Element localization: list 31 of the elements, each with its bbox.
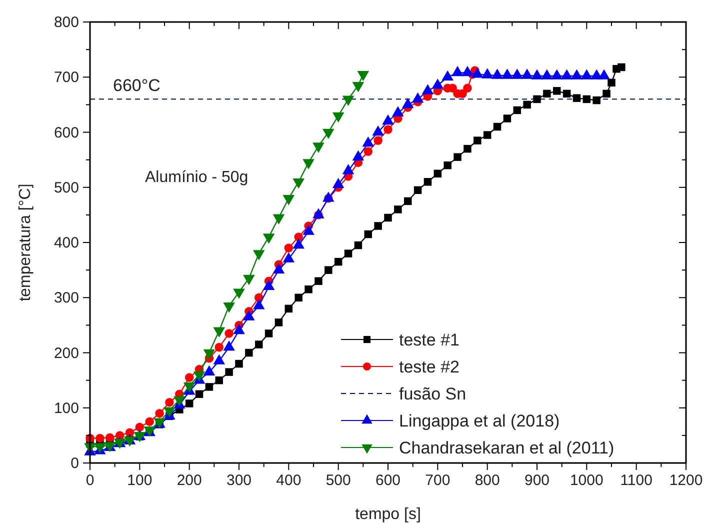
legend-label: Lingappa et al (2018) xyxy=(399,412,560,430)
x-tick-label: 700 xyxy=(425,472,450,489)
x-tick-label: 300 xyxy=(226,472,252,489)
y-tick-label: 600 xyxy=(54,124,79,142)
x-tick-label: 400 xyxy=(276,472,302,489)
x-tick-label: 1200 xyxy=(669,472,703,489)
legend-label: teste #1 xyxy=(399,330,460,350)
x-tick-label: 100 xyxy=(127,472,152,489)
x-tick-label: 500 xyxy=(326,472,351,489)
y-tick-label: 300 xyxy=(54,290,79,307)
x-tick-label: 900 xyxy=(524,472,550,489)
y-tick-label: 800 xyxy=(54,14,79,31)
x-tick-label: 1100 xyxy=(620,472,652,489)
y-tick-label: 700 xyxy=(54,69,79,86)
legend-label: teste #2 xyxy=(399,358,460,376)
y-tick-label: 0 xyxy=(70,455,79,472)
annotation: 660°C xyxy=(113,76,160,95)
annotation: Alumínio - 50g xyxy=(145,169,248,186)
y-axis-title: temperatura [°C] xyxy=(17,184,34,302)
x-tick-label: 0 xyxy=(86,472,94,489)
x-tick-label: 600 xyxy=(375,472,401,489)
y-tick-label: 200 xyxy=(54,344,79,362)
legend-label: Chandrasekaran et al (2011) xyxy=(399,438,614,458)
x-tick-label: 200 xyxy=(176,472,202,489)
y-tick-label: 500 xyxy=(54,179,79,196)
y-tick-label: 400 xyxy=(54,234,79,252)
legend-label: fusão Sn xyxy=(399,384,466,404)
x-tick-label: 800 xyxy=(474,472,500,489)
x-axis-title: tempo [s] xyxy=(355,506,421,523)
y-tick-label: 100 xyxy=(54,400,79,417)
x-tick-label: 1000 xyxy=(570,472,604,489)
